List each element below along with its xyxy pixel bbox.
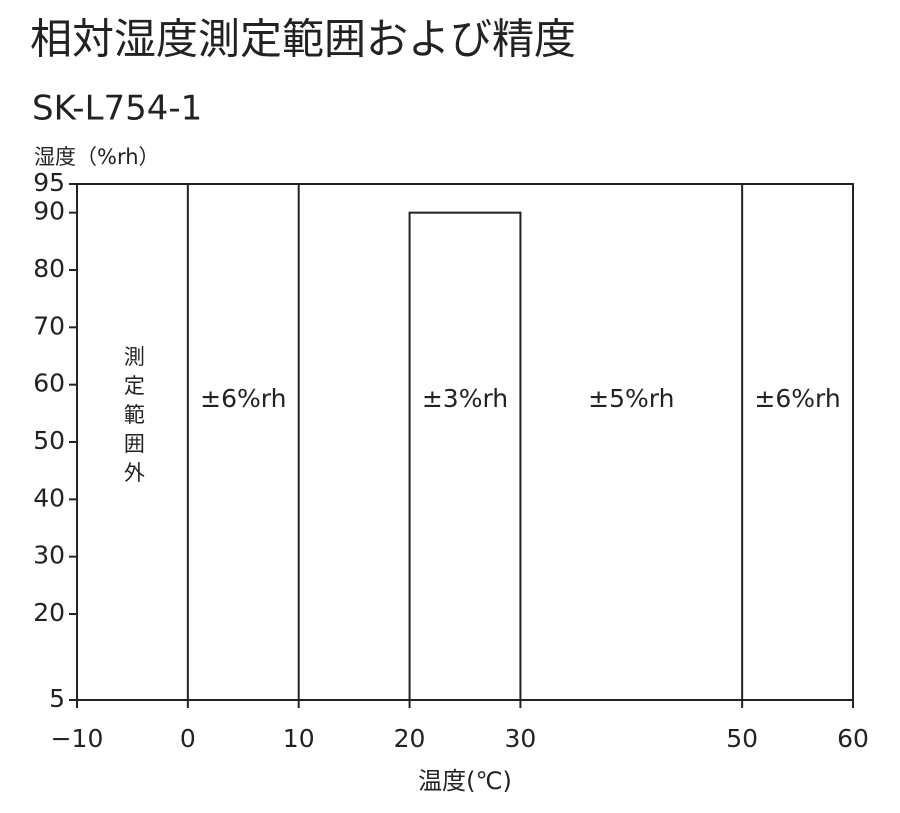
x-axis-label: 温度(℃) <box>418 767 512 795</box>
x-tick-label: 60 <box>837 724 869 753</box>
y-tick-label: 50 <box>33 426 65 455</box>
y-tick-label: 20 <box>33 598 65 627</box>
y-tick-label: 95 <box>33 168 65 197</box>
range-box <box>408 211 522 702</box>
y-tick-label: 70 <box>33 311 65 340</box>
chart-title: 相対湿度測定範囲および精度 <box>30 15 576 64</box>
zone-label: ±5%rh <box>588 384 674 413</box>
plot-frame <box>76 183 854 701</box>
y-tick-label: 30 <box>33 541 65 570</box>
y-tick-label: 5 <box>49 684 65 713</box>
y-tick-label: 90 <box>33 197 65 226</box>
zone-label: 測定範囲外 <box>121 346 145 491</box>
x-tick-label: −10 <box>51 724 104 753</box>
chart-subtitle: SK-L754-1 <box>32 89 202 129</box>
x-tick-label: 10 <box>283 724 315 753</box>
x-tick-label: 50 <box>726 724 758 753</box>
y-axis-label: 湿度（%rh） <box>34 145 160 169</box>
y-tick-label: 60 <box>33 369 65 398</box>
zone-label: ±6%rh <box>200 384 286 413</box>
y-tick-label: 80 <box>33 254 65 283</box>
x-tick-label: 0 <box>180 724 196 753</box>
y-tick-label: 40 <box>33 483 65 512</box>
x-tick-label: 20 <box>394 724 426 753</box>
zone-label: ±6%rh <box>754 384 840 413</box>
zone-label: ±3%rh <box>422 384 508 413</box>
x-tick-label: 30 <box>505 724 537 753</box>
